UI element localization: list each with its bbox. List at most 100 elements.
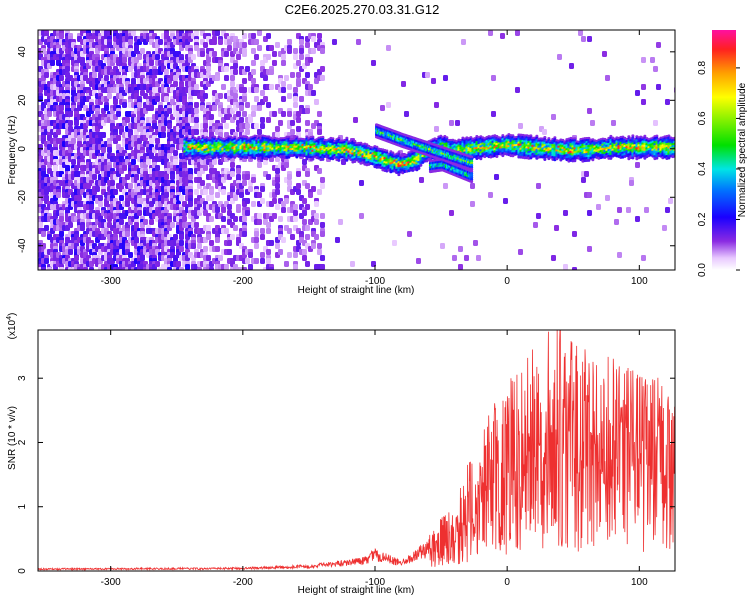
spectrogram-cell [80,225,85,231]
spectrogram-cell [296,183,301,189]
spectrogram-cell [47,111,52,117]
spectrogram-cell [50,60,55,66]
spectrogram-cell [287,39,292,45]
spectrogram-cell [488,192,493,198]
spectrogram-cell [653,66,658,72]
spectrogram-cell [275,42,280,48]
spectrogram-cell [641,57,646,63]
spectrogram-cell [386,45,391,51]
spectrogram-cell [260,186,265,192]
spectrogram-cell [197,267,202,270]
spectrogram-cell [266,249,271,255]
spectrogram-cell [345,158,349,162]
spectrogram-cell [194,30,199,36]
spectrogram-cell [242,42,247,48]
spectrogram-cell [143,219,148,225]
spectrogram-cell [194,123,199,129]
spectrogram-cell [248,252,253,258]
spectrogram-cell [293,87,298,93]
spectrogram-cell [212,51,217,57]
spectrogram-cell [314,201,319,207]
spectrogram-cell [401,81,406,87]
spectrogram-cell [233,63,238,69]
spectrogram-cell [290,72,295,78]
spectrogram-cell [275,183,280,189]
spectrogram-cell [578,30,583,36]
spectrogram-cell [68,111,73,117]
spectrogram-cell [275,204,280,210]
spectrogram-cell [563,264,568,270]
spectrogram-cell [128,183,133,189]
spectrogram-cell [236,207,241,213]
spectrogram-cell [71,138,76,144]
spectrogram-cell [272,111,277,117]
spectrogram-cells [38,30,675,270]
spectrogram-cell [155,96,160,102]
spectrogram-cell [272,198,277,204]
spectrogram-cell [92,72,97,78]
spectrogram-cell [101,147,106,153]
spectrogram-cell [233,216,238,222]
spectrogram-cell [179,240,184,246]
spectrogram-cell [359,180,364,186]
spectrogram-cell [284,198,289,204]
spectrogram-cell [260,258,265,264]
spectrogram-cell [626,207,631,213]
spectrogram-cell [254,237,259,243]
spectrogram-cell [572,231,577,237]
spectrogram-cell [230,75,235,81]
spectrogram-cell [293,210,298,216]
spectrogram-cell [89,267,94,270]
spectrogram-cell [266,222,271,228]
spectrogram-cell [194,222,199,228]
spectrogram-cell [245,174,250,180]
spectrogram-cell [230,171,235,177]
spectrogram-cell [470,183,475,189]
spectrogram-cell [179,138,184,144]
spectrogram-cell [113,99,118,105]
spectrogram-cell [296,117,301,123]
spectrogram-cell [293,216,298,222]
spectrogram-cell [302,198,307,204]
spectrogram-cell [212,105,217,111]
spectrogram-cell [551,255,556,261]
spectrogram-cell [305,157,309,161]
spectrogram-cell [155,138,160,144]
spectrogram-cell [332,39,337,45]
spectrogram-cell [194,189,199,195]
spectrogram-cell [635,90,640,96]
spectrogram-cell [227,157,231,161]
spectrogram-cell [116,135,121,141]
spectrogram-cell [353,117,358,123]
spectrogram-cell [203,246,208,252]
spectrogram-cell [458,264,463,270]
spectrogram-cell [224,66,229,72]
spectrogram-cell [149,105,154,111]
spectrogram-cell [263,96,268,102]
spectrogram-cell [239,105,244,111]
spectrogram-cell [275,243,280,249]
spectrogram-cell [614,219,619,225]
spectrogram-cell [254,123,259,129]
spectrogram-cell [197,243,202,249]
spectrogram-cell [314,234,319,240]
spectrogram-cell [281,60,286,66]
spectrogram-cell [248,264,253,270]
spectrogram-cell [254,87,259,93]
spectrogram-cell [125,117,130,123]
spectrogram-cell [635,216,640,222]
spectrogram-cell [95,186,100,192]
spectrogram-cell [293,204,298,210]
spectrogram-cell [59,33,64,39]
spectrogram-cell [644,207,649,213]
spectrogram-cell [239,117,244,123]
spectrogram-cell [317,168,322,174]
spectrogram-cell [278,120,283,126]
spectrogram-cell [299,39,304,45]
spectrogram-cell [605,75,610,81]
spectrogram-cell [275,126,280,132]
spectrogram-cell [77,195,82,201]
spectrogram-cell [242,96,247,102]
spectrogram-cell [215,192,220,198]
spectrogram-cell [284,75,289,81]
